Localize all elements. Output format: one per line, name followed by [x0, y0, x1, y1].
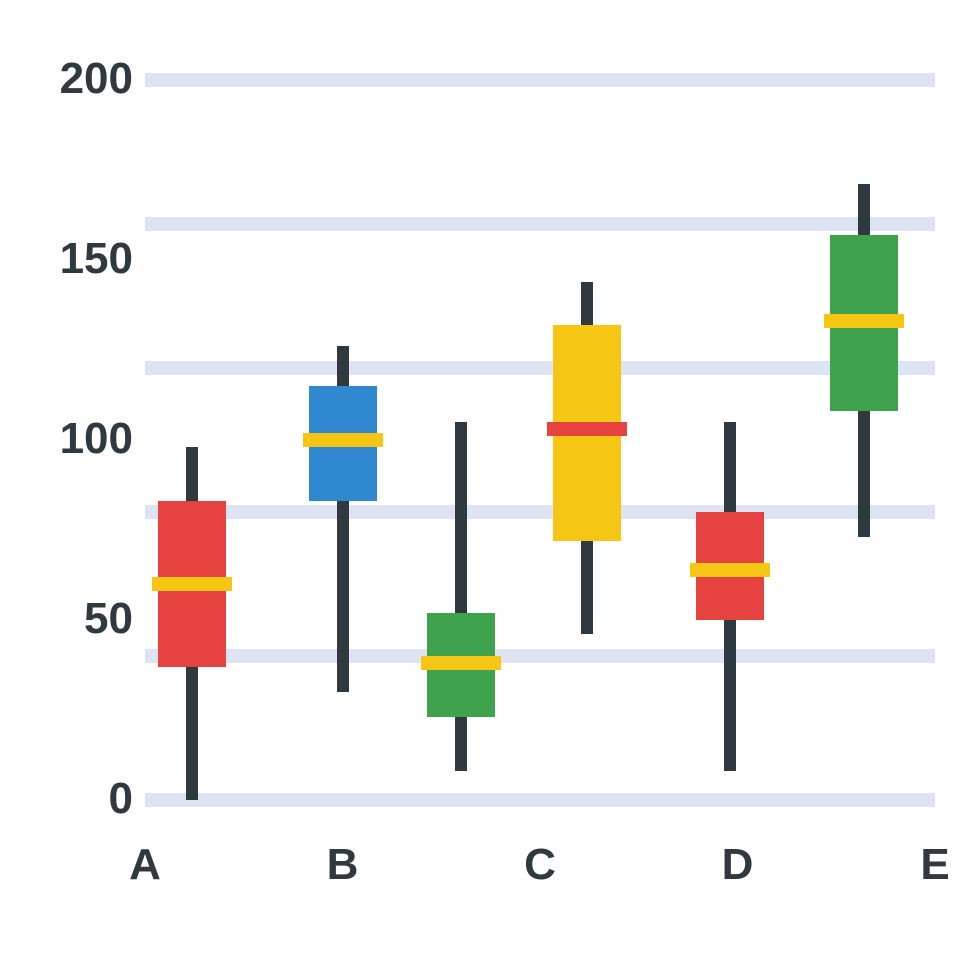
gridline	[145, 505, 935, 519]
gridline	[145, 793, 935, 807]
median-line	[690, 563, 770, 577]
x-tick-label: A	[115, 840, 175, 890]
x-tick-label: B	[313, 840, 373, 890]
median-line	[547, 422, 627, 436]
y-tick-label: 0	[13, 774, 133, 824]
median-line	[303, 433, 383, 447]
boxplot-chart: 0 50 100 150 200 A B C D E	[0, 0, 980, 980]
median-line	[421, 656, 501, 670]
y-tick-label: 200	[13, 54, 133, 104]
x-tick-label: E	[905, 840, 965, 890]
median-line	[152, 577, 232, 591]
gridline	[145, 73, 935, 87]
whisker	[455, 422, 467, 771]
gridline	[145, 361, 935, 375]
x-tick-label: D	[708, 840, 768, 890]
y-tick-label: 100	[13, 414, 133, 464]
x-tick-label: C	[510, 840, 570, 890]
y-tick-label: 150	[13, 234, 133, 284]
y-tick-label: 50	[13, 594, 133, 644]
gridline	[145, 217, 935, 231]
gridline	[145, 649, 935, 663]
plot-area	[145, 80, 935, 800]
median-line	[824, 314, 904, 328]
